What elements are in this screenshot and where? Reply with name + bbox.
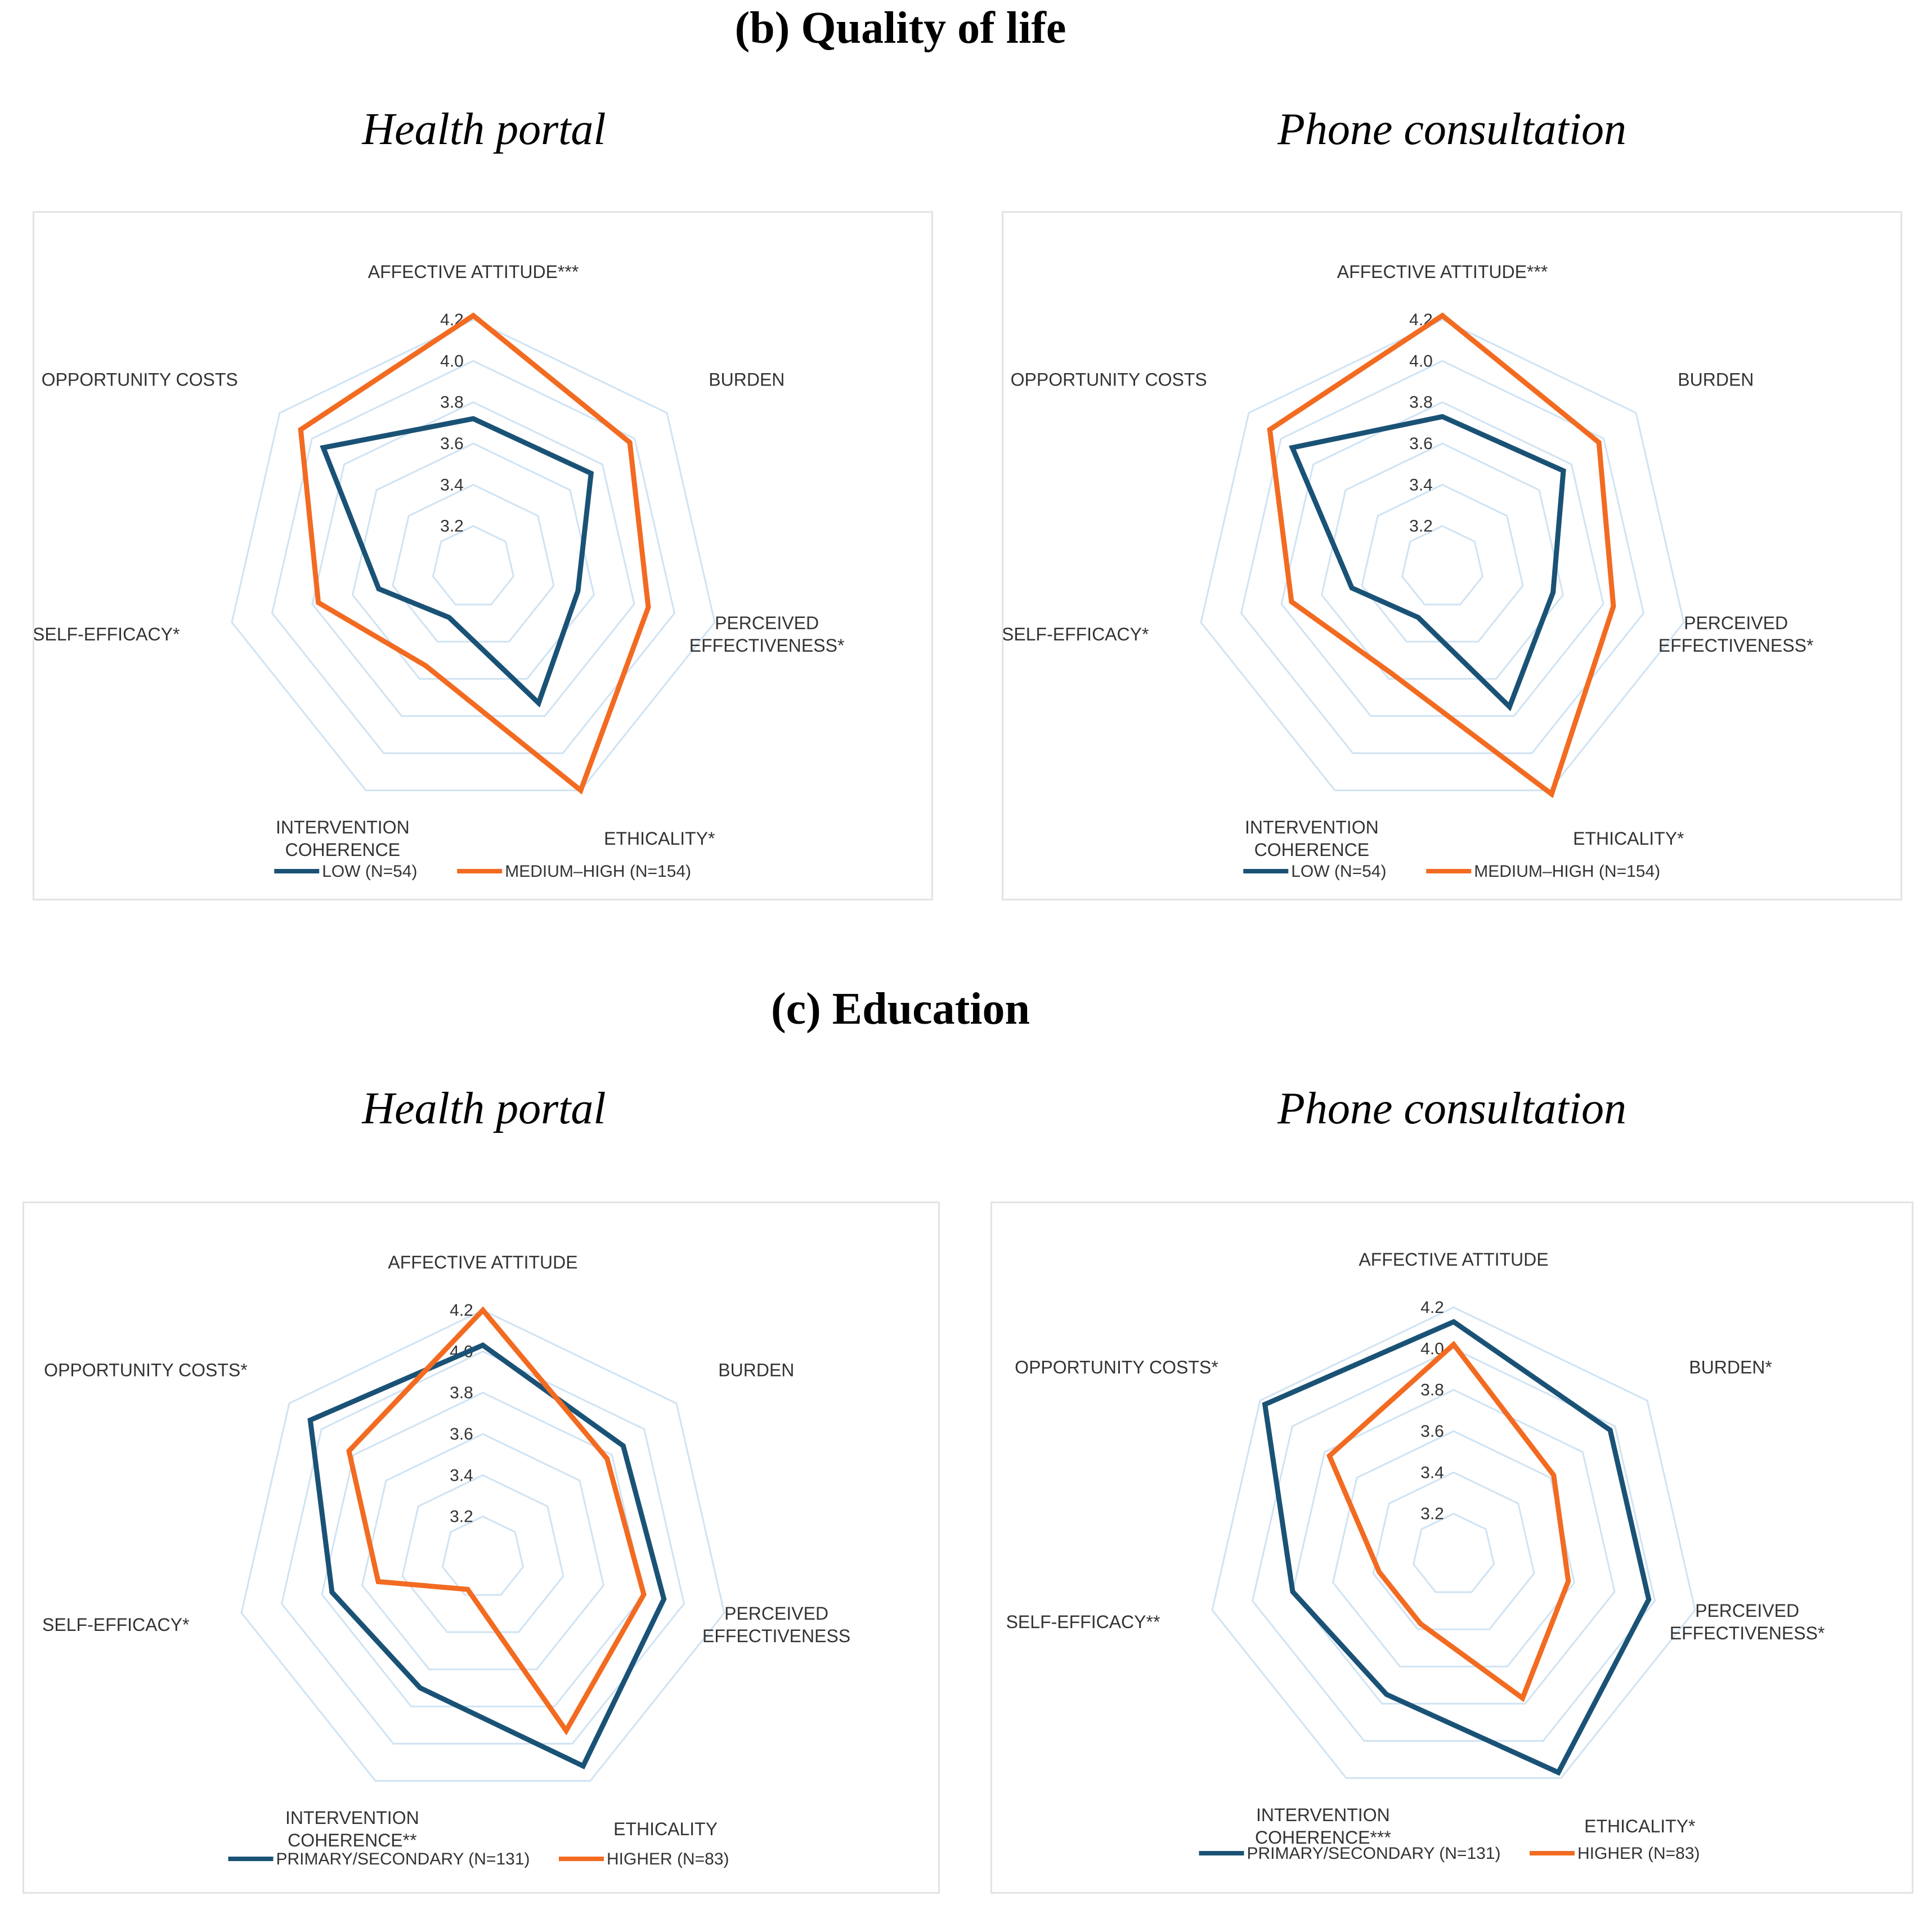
- chart-title-b-phone-consultation: Phone consultation: [1277, 105, 1626, 154]
- tick-label-2: 3.6: [1420, 1422, 1444, 1441]
- grid-ring-2: [1320, 442, 1565, 680]
- legend-label-medium-high-n-154: MEDIUM–HIGH (N=154): [1474, 862, 1660, 881]
- series-line-higher-n-83: [1326, 1341, 1571, 1702]
- tick-label-1: 3.4: [440, 476, 464, 494]
- axis-label-affective-attitude: AFFECTIVE ATTITUDE: [1359, 1249, 1548, 1270]
- axis-label-burden: BURDEN: [718, 1360, 794, 1380]
- grid-ring-5: [240, 1309, 725, 1782]
- axis-label-opportunity-costs: OPPORTUNITY COSTS: [42, 369, 238, 389]
- tick-label-1: 3.4: [1409, 476, 1433, 494]
- axis-label-affective-attitude: AFFECTIVE ATTITUDE***: [1337, 262, 1548, 282]
- axis-label-affective-attitude: AFFECTIVE ATTITUDE***: [368, 262, 579, 282]
- axis-label-ethicality: ETHICALITY*: [604, 828, 715, 849]
- legend-label-low-n-54: LOW (N=54): [322, 862, 417, 881]
- radar-panel-c-phone-consultation: 3.2 3.4 3.6 3.8 4.0 4.2 AFFECTIVE ATTITUDE BURD…: [990, 1202, 1913, 1894]
- tick-label-0: 3.2: [450, 1508, 473, 1526]
- grid-ring-1: [1361, 483, 1524, 643]
- tick-label-0: 3.2: [440, 517, 464, 536]
- legend-label-primary-secondary-n-131: PRIMARY/SECONDARY (N=131): [276, 1850, 530, 1868]
- axis-label-self-efficacy: SELF-EFFICACY**: [1006, 1612, 1160, 1632]
- series-line-primary-secondary-n-131: [307, 1342, 667, 1769]
- tick-label-3: 3.8: [440, 393, 464, 412]
- axis-label-intervention-coherence: INTERVENTION COHERENCE***: [1255, 1805, 1391, 1848]
- grid-ring-4: [1251, 1347, 1656, 1742]
- axis-label-perceived-effectiveness: PERCEIVED EFFECTIVENESS*: [689, 613, 845, 656]
- section-title-education: (c) Education: [771, 984, 1030, 1034]
- tick-label-5: 4.2: [450, 1301, 473, 1320]
- radar-panel-c-health-portal: 3.2 3.4 3.6 3.8 4.0 4.2 AFFECTIVE ATTITUDE BURD…: [23, 1202, 940, 1894]
- axis-label-intervention-coherence: INTERVENTION COHERENCE: [276, 817, 410, 860]
- axis-label-opportunity-costs: OPPORTUNITY COSTS*: [44, 1360, 248, 1380]
- series-line-low-n-54: [320, 416, 594, 708]
- axis-label-affective-attitude: AFFECTIVE ATTITUDE: [388, 1252, 577, 1272]
- chart-title-c-phone-consultation: Phone consultation: [1277, 1084, 1626, 1133]
- axis-label-self-efficacy: SELF-EFFICACY*: [42, 1615, 189, 1635]
- section-title-quality-of-life: (b) Quality of life: [734, 3, 1066, 53]
- tick-label-3: 3.8: [1409, 393, 1433, 412]
- grid-ring-0: [1401, 525, 1484, 606]
- axis-label-intervention-coherence: INTERVENTION COHERENCE: [1245, 817, 1379, 860]
- grid-ring-1: [1372, 1471, 1535, 1630]
- series-line-higher-n-83: [346, 1306, 647, 1736]
- tick-label-2: 3.6: [1409, 434, 1433, 453]
- axis-label-opportunity-costs: OPPORTUNITY COSTS*: [1015, 1357, 1218, 1377]
- tick-label-3: 3.8: [450, 1384, 473, 1402]
- tick-label-5: 4.2: [1420, 1298, 1444, 1317]
- tick-label-4: 4.0: [440, 352, 464, 370]
- tick-label-2: 3.6: [450, 1425, 473, 1444]
- grid-ring-2: [351, 442, 595, 680]
- series-line-medium-high-n-154: [1267, 312, 1616, 799]
- grid-ring-1: [401, 1474, 564, 1633]
- axis-label-self-efficacy: SELF-EFFICACY*: [1003, 624, 1149, 644]
- axis-label-burden: BURDEN: [709, 369, 785, 389]
- grid-ring-3: [321, 1392, 645, 1707]
- axis-label-burden: BURDEN: [1678, 369, 1754, 389]
- grid-ring-5: [1200, 319, 1685, 791]
- legend-label-medium-high-n-154: MEDIUM–HIGH (N=154): [505, 862, 691, 881]
- grid-ring-1: [392, 483, 555, 643]
- legend-label-low-n-54: LOW (N=54): [1291, 862, 1386, 881]
- chart-title-c-health-portal: Health portal: [362, 1084, 606, 1133]
- radar-panel-b-health-portal: 3.2 3.4 3.6 3.8 4.0 4.2 AFFECTIVE ATTITUDE*** B…: [33, 211, 933, 900]
- tick-label-2: 3.6: [440, 434, 464, 453]
- axis-label-perceived-effectiveness: PERCEIVED EFFECTIVENESS*: [1670, 1601, 1825, 1643]
- axis-label-burden: BURDEN*: [1689, 1357, 1772, 1377]
- axis-label-ethicality: ETHICALITY: [613, 1819, 718, 1839]
- series-line-primary-secondary-n-131: [1262, 1319, 1652, 1776]
- series-line-medium-high-n-154: [298, 312, 651, 795]
- legend-label-higher-n-83: HIGHER (N=83): [1577, 1844, 1700, 1863]
- tick-label-0: 3.2: [1409, 517, 1433, 536]
- axis-label-opportunity-costs: OPPORTUNITY COSTS: [1011, 369, 1207, 389]
- tick-label-3: 3.8: [1420, 1381, 1444, 1400]
- grid-ring-5: [231, 319, 716, 791]
- series-line-low-n-54: [1289, 414, 1566, 711]
- legend-label-primary-secondary-n-131: PRIMARY/SECONDARY (N=131): [1247, 1844, 1501, 1863]
- grid-ring-0: [432, 525, 515, 606]
- axis-label-perceived-effectiveness: PERCEIVED EFFECTIVENESS: [702, 1603, 850, 1646]
- axis-label-ethicality: ETHICALITY*: [1573, 828, 1684, 849]
- grid-ring-2: [361, 1433, 605, 1670]
- grid-ring-0: [1412, 1513, 1495, 1593]
- axis-label-intervention-coherence: INTERVENTION COHERENCE**: [285, 1808, 419, 1850]
- chart-title-b-health-portal: Health portal: [362, 105, 606, 154]
- tick-label-1: 3.4: [450, 1466, 473, 1485]
- tick-label-4: 4.0: [1409, 352, 1433, 370]
- grid-ring-3: [1292, 1389, 1616, 1705]
- radar-panel-b-phone-consultation: 3.2 3.4 3.6 3.8 4.0 4.2 AFFECTIVE ATTITUDE*** B…: [1002, 211, 1902, 900]
- axis-label-ethicality: ETHICALITY*: [1584, 1816, 1695, 1836]
- tick-label-0: 3.2: [1420, 1505, 1444, 1523]
- axis-label-self-efficacy: SELF-EFFICACY*: [34, 624, 180, 644]
- tick-label-1: 3.4: [1420, 1463, 1444, 1482]
- grid-ring-0: [441, 1516, 525, 1596]
- grid-ring-5: [1211, 1306, 1696, 1779]
- axis-label-perceived-effectiveness: PERCEIVED EFFECTIVENESS*: [1658, 613, 1814, 656]
- legend-label-higher-n-83: HIGHER (N=83): [607, 1850, 729, 1868]
